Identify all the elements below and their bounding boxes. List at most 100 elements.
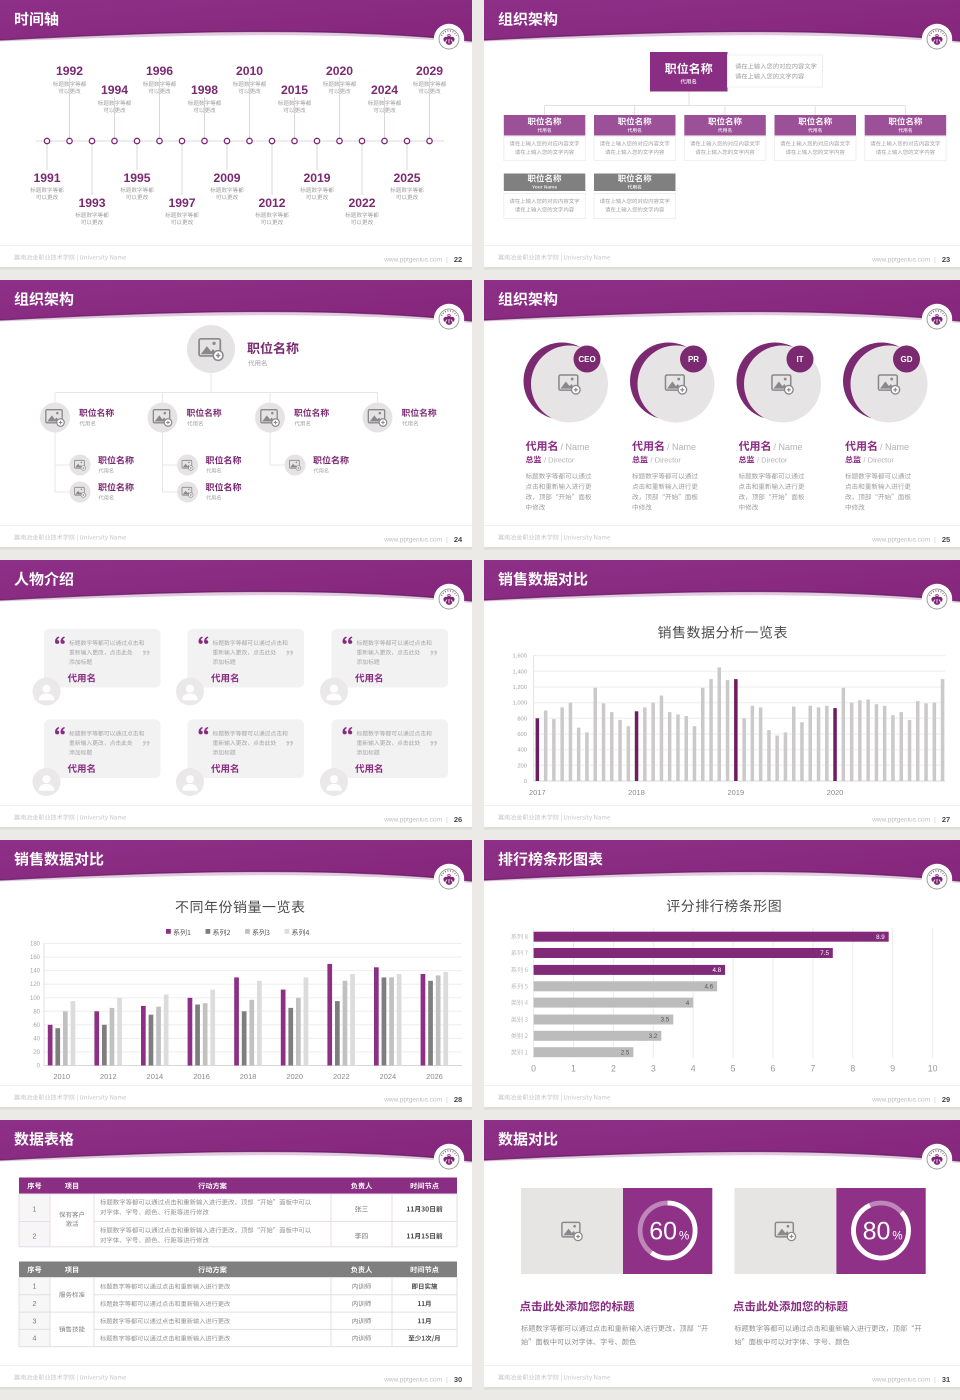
svg-text:2018: 2018 <box>240 1072 257 1081</box>
svg-text:8.9: 8.9 <box>876 934 885 941</box>
svg-text:4: 4 <box>686 1000 690 1007</box>
svg-text:30: 30 <box>454 1375 462 1384</box>
svg-text:|: | <box>446 537 448 544</box>
svg-text:2014: 2014 <box>147 1072 164 1081</box>
svg-text:800: 800 <box>517 716 527 722</box>
svg-text:|: | <box>934 1097 936 1104</box>
svg-text:www.pptgenius.com: www.pptgenius.com <box>383 1377 442 1384</box>
svg-text:26: 26 <box>454 815 462 824</box>
svg-text:0: 0 <box>531 1064 536 1074</box>
svg-text:40: 40 <box>33 1036 40 1042</box>
svg-text:3: 3 <box>651 1064 656 1074</box>
svg-text:120: 120 <box>30 982 41 988</box>
svg-text:2026: 2026 <box>426 1072 443 1081</box>
svg-text:1995: 1995 <box>123 171 150 185</box>
svg-text:/ Director: / Director <box>544 456 575 465</box>
svg-text:1996: 1996 <box>146 64 173 78</box>
svg-text:2020: 2020 <box>286 1072 303 1081</box>
svg-text:1997: 1997 <box>168 196 195 210</box>
svg-text:2017: 2017 <box>529 788 546 797</box>
svg-text:1998: 1998 <box>191 83 218 97</box>
svg-text:2016: 2016 <box>193 1072 210 1081</box>
svg-text:1992: 1992 <box>56 64 83 78</box>
svg-text:160: 160 <box>30 955 41 961</box>
svg-text:|: | <box>446 1377 448 1384</box>
svg-text:/ Name: / Name <box>667 442 696 452</box>
svg-text:2019: 2019 <box>303 171 330 185</box>
svg-text:|: | <box>446 817 448 824</box>
svg-text:20: 20 <box>33 1050 40 1056</box>
svg-text:600: 600 <box>517 732 527 738</box>
svg-text:1: 1 <box>33 1207 37 1214</box>
svg-text:|: | <box>934 257 936 264</box>
svg-text:2009: 2009 <box>213 171 240 185</box>
svg-text:/ Name: / Name <box>561 442 590 452</box>
svg-text:2010: 2010 <box>236 64 263 78</box>
svg-text:2020: 2020 <box>827 788 844 797</box>
svg-text:28: 28 <box>454 1095 462 1104</box>
svg-text:2019: 2019 <box>727 788 744 797</box>
svg-text:3.2: 3.2 <box>649 1033 658 1040</box>
svg-text:/ Director: / Director <box>651 456 682 465</box>
svg-text:0: 0 <box>524 779 527 785</box>
svg-text:www.pptgenius.com: www.pptgenius.com <box>871 817 930 824</box>
svg-text:2025: 2025 <box>393 171 420 185</box>
svg-text:100: 100 <box>30 996 41 1002</box>
svg-text:www.pptgenius.com: www.pptgenius.com <box>383 257 442 264</box>
svg-text:/ Name: / Name <box>880 442 909 452</box>
svg-text:1993: 1993 <box>78 196 105 210</box>
svg-text:4: 4 <box>33 1336 37 1343</box>
svg-text:2: 2 <box>611 1064 616 1074</box>
svg-text:2012: 2012 <box>100 1072 117 1081</box>
svg-text:2010: 2010 <box>53 1072 70 1081</box>
svg-text:1,400: 1,400 <box>512 669 527 675</box>
svg-text:0: 0 <box>37 1064 41 1070</box>
svg-text:60: 60 <box>33 1023 40 1029</box>
svg-text:|: | <box>934 1377 936 1384</box>
svg-text:www.pptgenius.com: www.pptgenius.com <box>871 1377 930 1384</box>
svg-text:10: 10 <box>928 1064 938 1074</box>
svg-text:200: 200 <box>517 763 527 769</box>
svg-text:24: 24 <box>454 535 463 544</box>
svg-text:PR: PR <box>688 355 699 364</box>
svg-text:|: | <box>934 817 936 824</box>
svg-text:1991: 1991 <box>33 171 60 185</box>
svg-text:/ Director: / Director <box>864 456 895 465</box>
svg-text:1: 1 <box>33 1284 37 1291</box>
svg-text:2024: 2024 <box>371 83 398 97</box>
svg-text:%: % <box>679 1231 689 1243</box>
svg-text:3: 3 <box>33 1318 37 1325</box>
svg-text:www.pptgenius.com: www.pptgenius.com <box>871 537 930 544</box>
svg-text:4.6: 4.6 <box>704 984 713 991</box>
svg-text:%: % <box>892 1231 902 1243</box>
svg-text:1,600: 1,600 <box>512 654 527 660</box>
svg-text:7.5: 7.5 <box>820 950 829 957</box>
svg-text:2015: 2015 <box>281 83 308 97</box>
svg-text:6: 6 <box>771 1064 776 1074</box>
svg-text:2024: 2024 <box>380 1072 397 1081</box>
svg-text:140: 140 <box>30 969 41 975</box>
svg-text:2012: 2012 <box>258 196 285 210</box>
svg-text:27: 27 <box>942 815 950 824</box>
svg-text:22: 22 <box>454 255 462 264</box>
svg-text:180: 180 <box>30 942 41 948</box>
svg-text:80: 80 <box>33 1009 40 1015</box>
svg-text:4: 4 <box>691 1064 696 1074</box>
svg-text:5: 5 <box>731 1064 736 1074</box>
svg-text:/ Name: / Name <box>774 442 803 452</box>
svg-text:www.pptgenius.com: www.pptgenius.com <box>383 1097 442 1104</box>
svg-text:29: 29 <box>942 1095 950 1104</box>
svg-text:IT: IT <box>796 355 803 364</box>
svg-text:www.pptgenius.com: www.pptgenius.com <box>383 537 442 544</box>
svg-text:|: | <box>446 257 448 264</box>
svg-text:www.pptgenius.com: www.pptgenius.com <box>871 1097 930 1104</box>
svg-text:2020: 2020 <box>326 64 353 78</box>
svg-text:GD: GD <box>901 355 913 364</box>
svg-text:2: 2 <box>33 1301 37 1308</box>
svg-text:/ Director: / Director <box>757 456 788 465</box>
svg-text:60: 60 <box>649 1218 677 1246</box>
svg-text:400: 400 <box>517 748 527 754</box>
svg-text:1994: 1994 <box>101 83 128 97</box>
svg-text:1,200: 1,200 <box>512 685 527 691</box>
svg-text:23: 23 <box>942 255 950 264</box>
